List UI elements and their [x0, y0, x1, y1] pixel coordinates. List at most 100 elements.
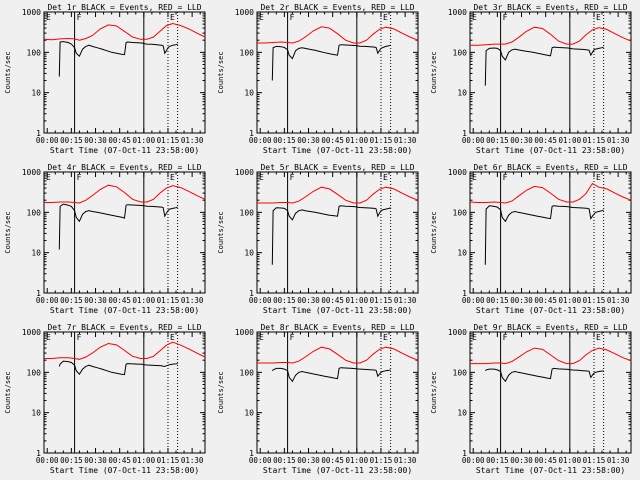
x-tick-label: 00:00 — [249, 456, 272, 465]
y-axis-label: Counts/sec — [217, 371, 225, 413]
x-tick-label: 00:15 — [486, 296, 509, 305]
x-tick-label: 00:45 — [108, 456, 131, 465]
plot-frame — [43, 11, 206, 134]
x-tick-label: 01:00 — [133, 136, 156, 145]
x-tick-label: 00:15 — [273, 136, 296, 145]
marker-label-e-left: E — [259, 173, 264, 182]
y-tick-label: 1000 — [448, 8, 467, 17]
y-tick-label: 100 — [453, 208, 468, 217]
x-tick-label: 01:00 — [133, 456, 156, 465]
y-tick-label: 1000 — [235, 328, 254, 337]
x-axis-label: Start Time (07-Oct-11 23:58:00) — [476, 146, 625, 155]
plot-frame — [469, 331, 632, 454]
x-tick-label: 00:30 — [84, 456, 107, 465]
x-tick-label: 00:00 — [36, 296, 59, 305]
plot-frame — [43, 171, 206, 294]
marker-label-e: E — [596, 13, 601, 22]
series-events — [271, 367, 391, 383]
y-tick-label: 10 — [31, 89, 41, 98]
x-tick-label: 00:30 — [297, 456, 320, 465]
marker-label-f: F — [77, 333, 82, 342]
x-tick-label: 00:45 — [108, 296, 131, 305]
y-tick-label: 1 — [36, 289, 41, 298]
x-axis-label: Start Time (07-Oct-11 23:58:00) — [50, 146, 199, 155]
marker-label-e-left: E — [259, 13, 264, 22]
y-tick-label: 1000 — [448, 168, 467, 177]
x-tick-label: 01:15 — [370, 456, 393, 465]
x-tick-label: 00:00 — [462, 456, 485, 465]
x-tick-label: 01:30 — [394, 136, 417, 145]
x-tick-label: 00:45 — [534, 456, 557, 465]
x-tick-label: 00:15 — [486, 456, 509, 465]
series-events — [271, 205, 391, 265]
panel-title: Det 3r BLACK = Events, RED = LLD — [473, 3, 627, 12]
x-tick-label: 01:15 — [157, 136, 180, 145]
marker-label-e-left: E — [46, 13, 51, 22]
marker-label-f: F — [77, 13, 82, 22]
plot-frame — [43, 331, 206, 454]
y-tick-label: 1000 — [22, 328, 41, 337]
y-tick-label: 10 — [244, 249, 254, 258]
y-tick-label: 100 — [27, 208, 42, 217]
series-events — [271, 44, 391, 81]
x-tick-label: 00:15 — [60, 296, 83, 305]
x-tick-label: 01:00 — [346, 136, 369, 145]
x-tick-label: 00:30 — [510, 456, 533, 465]
marker-label-f: F — [290, 173, 295, 182]
y-tick-label: 1 — [249, 449, 254, 458]
y-tick-label: 10 — [457, 89, 467, 98]
y-tick-label: 100 — [27, 48, 42, 57]
y-tick-label: 100 — [240, 368, 255, 377]
x-tick-label: 01:15 — [157, 296, 180, 305]
x-tick-label: 01:00 — [346, 456, 369, 465]
series-lld — [257, 186, 419, 204]
x-tick-label: 01:30 — [394, 456, 417, 465]
marker-label-f: F — [503, 333, 508, 342]
x-tick-label: 00:30 — [84, 136, 107, 145]
series-lld — [470, 347, 632, 365]
x-tick-label: 01:15 — [583, 136, 606, 145]
marker-label-e: E — [170, 333, 175, 342]
x-tick-label: 00:15 — [486, 136, 509, 145]
y-axis-label: Counts/sec — [4, 371, 12, 413]
x-tick-label: 00:00 — [36, 456, 59, 465]
x-tick-label: 00:45 — [321, 296, 344, 305]
x-tick-label: 00:00 — [462, 296, 485, 305]
marker-label-f: F — [503, 13, 508, 22]
panel-det-9: Det 9r BLACK = Events, RED = LLD 1 10 100 10… — [430, 323, 632, 475]
panel-title: Det 1r BLACK = Events, RED = LLD — [47, 3, 201, 12]
x-tick-label: 00:45 — [534, 136, 557, 145]
y-axis-label: Counts/sec — [4, 51, 12, 93]
y-axis-label: Counts/sec — [430, 211, 438, 253]
plot-frame — [256, 11, 419, 134]
series-lld — [44, 184, 206, 204]
x-tick-label: 00:15 — [273, 296, 296, 305]
series-lld — [470, 26, 632, 46]
panel-det-1: Det 1r BLACK = Events, RED = LLD 1 10 100 10… — [4, 3, 206, 155]
plot-frame — [469, 171, 632, 294]
series-lld — [469, 182, 632, 204]
y-tick-label: 1 — [462, 129, 467, 138]
y-axis-label: Counts/sec — [430, 371, 438, 413]
y-tick-label: 10 — [244, 89, 254, 98]
y-tick-label: 1 — [462, 449, 467, 458]
y-tick-label: 1 — [249, 289, 254, 298]
panel-det-2: Det 2r BLACK = Events, RED = LLD 1 10 100 10… — [217, 3, 419, 155]
x-tick-label: 00:30 — [297, 136, 320, 145]
marker-label-f: F — [77, 173, 82, 182]
y-axis-label: Counts/sec — [217, 51, 225, 93]
x-tick-label: 01:30 — [607, 296, 630, 305]
x-tick-label: 01:15 — [583, 296, 606, 305]
series-events — [484, 46, 604, 86]
y-tick-label: 100 — [453, 48, 468, 57]
series-events — [484, 205, 604, 265]
x-tick-label: 01:15 — [370, 136, 393, 145]
x-tick-label: 00:30 — [297, 296, 320, 305]
marker-label-e-left: E — [472, 173, 477, 182]
marker-label-e: E — [383, 173, 388, 182]
series-lld — [257, 346, 419, 364]
x-axis-label: Start Time (07-Oct-11 23:58:00) — [476, 306, 625, 315]
y-tick-label: 1 — [36, 129, 41, 138]
x-tick-label: 01:30 — [181, 296, 204, 305]
series-events — [58, 41, 178, 77]
